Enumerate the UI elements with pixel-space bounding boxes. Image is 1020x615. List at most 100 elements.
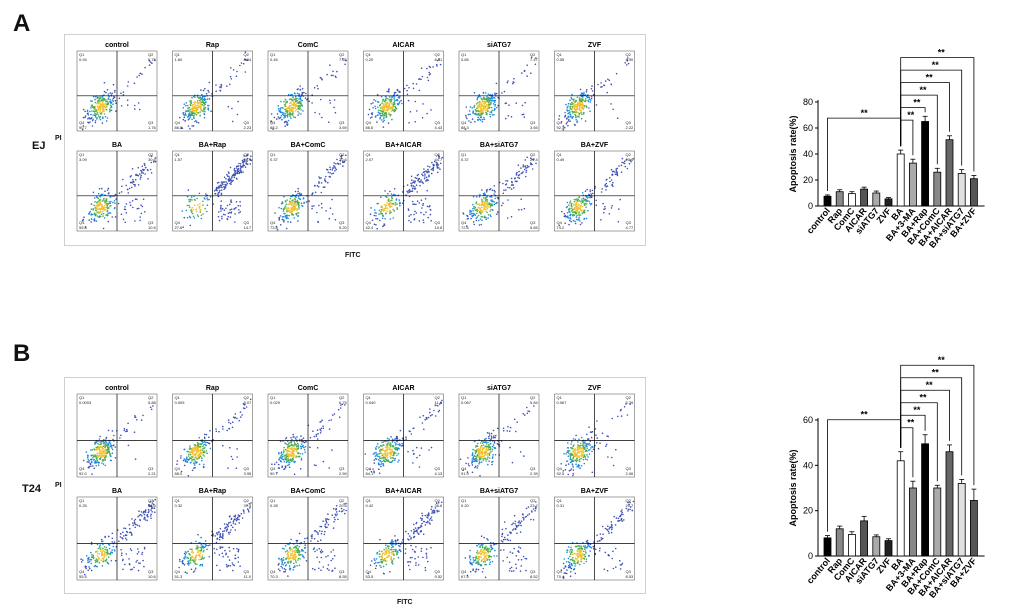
flow-event-dot bbox=[193, 459, 196, 461]
flow-event-dot bbox=[521, 113, 524, 116]
flow-event-dot bbox=[217, 193, 219, 196]
flow-event-dot bbox=[426, 112, 428, 115]
flow-event-dot bbox=[383, 118, 385, 120]
flow-event-dot bbox=[246, 157, 249, 160]
flow-event-dot bbox=[112, 201, 114, 204]
flow-event-dot bbox=[189, 462, 192, 464]
flow-event-dot bbox=[200, 459, 203, 462]
flow-event-dot bbox=[578, 458, 581, 461]
flow-event-dot bbox=[108, 441, 111, 444]
flow-event-dot bbox=[586, 438, 589, 440]
flow-event-dot bbox=[427, 170, 430, 172]
flow-event-dot bbox=[290, 117, 292, 119]
flow-event-dot bbox=[109, 442, 112, 445]
flow-event-dot bbox=[202, 101, 205, 104]
flow-event-dot bbox=[198, 457, 200, 459]
flow-event-dot bbox=[198, 206, 200, 208]
flow-event-dot bbox=[103, 90, 106, 93]
flow-event-dot bbox=[615, 448, 617, 451]
flow-event-dot bbox=[114, 216, 117, 218]
flow-event-dot bbox=[137, 166, 140, 169]
flow-event-dot bbox=[586, 447, 588, 450]
flow-event-dot bbox=[104, 190, 106, 192]
quadrant-name: Q2 bbox=[435, 52, 441, 57]
quadrant-name: Q2 bbox=[435, 395, 441, 400]
flow-event-dot bbox=[193, 444, 196, 446]
flow-event-dot bbox=[230, 199, 232, 201]
flow-event-dot bbox=[326, 169, 329, 171]
flow-event-dot bbox=[194, 104, 197, 107]
flow-event-dot bbox=[98, 201, 100, 203]
flow-event-dot bbox=[587, 456, 589, 458]
flow-event-dot bbox=[581, 212, 583, 215]
flow-event-dot bbox=[573, 214, 576, 216]
flow-event-dot bbox=[289, 447, 291, 450]
flow-event-dot bbox=[479, 114, 481, 117]
flow-event-dot bbox=[215, 84, 217, 86]
flow-event-dot bbox=[422, 174, 424, 177]
flow-event-dot bbox=[381, 206, 384, 208]
flow-event-dot bbox=[185, 104, 187, 107]
flow-event-dot bbox=[286, 110, 288, 112]
flow-event-dot bbox=[94, 114, 96, 116]
flow-event-dot bbox=[378, 213, 380, 215]
flow-event-dot bbox=[276, 113, 279, 115]
flow-event-dot bbox=[207, 109, 210, 111]
flow-event-dot bbox=[138, 207, 140, 210]
flow-event-dot bbox=[614, 171, 616, 173]
flow-event-dot bbox=[236, 448, 238, 450]
flow-event-dot bbox=[396, 88, 399, 91]
flow-event-dot bbox=[92, 118, 94, 121]
flow-event-dot bbox=[418, 181, 421, 183]
flow-event-dot bbox=[388, 204, 391, 207]
flow-event-dot bbox=[283, 100, 285, 103]
flow-event-dot bbox=[297, 192, 299, 195]
flow-event-dot bbox=[192, 111, 194, 114]
flow-event-dot bbox=[405, 438, 407, 440]
flow-event-dot bbox=[475, 458, 478, 461]
flow-event-dot bbox=[394, 202, 397, 204]
flow-event-dot bbox=[373, 214, 376, 217]
flow-event-dot bbox=[573, 201, 576, 203]
flow-event-dot bbox=[590, 436, 593, 439]
flow-event-dot bbox=[502, 202, 504, 204]
flow-event-dot bbox=[203, 105, 205, 107]
flow-event-dot bbox=[389, 451, 391, 454]
flow-plot-title: siATG7 bbox=[487, 42, 511, 49]
flow-event-dot bbox=[319, 428, 321, 431]
flow-event-dot bbox=[325, 180, 327, 183]
flow-event-dot bbox=[486, 449, 489, 452]
flow-event-dot bbox=[584, 209, 586, 212]
flow-event-dot bbox=[572, 98, 574, 101]
flow-event-dot bbox=[423, 168, 425, 170]
flow-event-dot bbox=[396, 208, 399, 210]
flow-event-dot bbox=[148, 64, 151, 66]
flow-event-dot bbox=[573, 123, 576, 126]
flow-event-dot bbox=[100, 96, 102, 99]
flow-event-dot bbox=[206, 98, 209, 100]
flow-event-dot bbox=[216, 182, 219, 184]
flow-event-dot bbox=[389, 107, 391, 109]
flow-event-dot bbox=[294, 197, 296, 200]
flow-event-dot bbox=[273, 116, 276, 119]
flow-plot-title: siATG7 bbox=[487, 385, 511, 392]
flow-event-dot bbox=[105, 451, 107, 453]
flow-event-dot bbox=[369, 117, 372, 119]
flow-event-dot bbox=[572, 104, 575, 106]
flow-event-dot bbox=[369, 468, 371, 471]
flow-event-dot bbox=[203, 451, 206, 454]
flow-event-dot bbox=[487, 448, 489, 450]
flow-event-dot bbox=[390, 196, 393, 198]
flow-event-dot bbox=[586, 450, 588, 453]
flow-event-dot bbox=[137, 174, 140, 177]
flow-event-dot bbox=[93, 213, 96, 215]
quadrant-value: 92.3 bbox=[557, 125, 566, 130]
flow-event-dot bbox=[570, 108, 573, 110]
flow-event-dot bbox=[522, 412, 525, 415]
flow-event-dot bbox=[497, 104, 500, 107]
flow-event-dot bbox=[180, 470, 183, 473]
quadrant-name: Q3 bbox=[339, 120, 345, 125]
flow-event-dot bbox=[575, 118, 577, 121]
flow-event-dot bbox=[288, 463, 290, 466]
quadrant-value: 4.90 bbox=[626, 57, 635, 62]
